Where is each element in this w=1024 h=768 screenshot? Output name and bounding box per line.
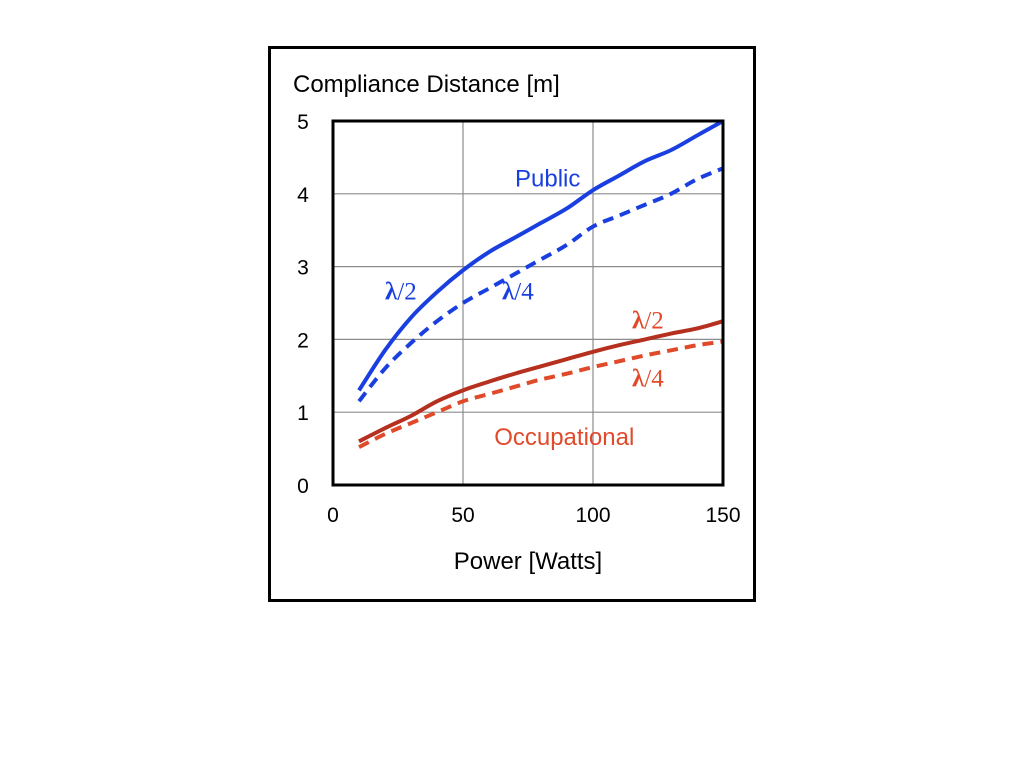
x-tick-label: 100	[575, 504, 610, 527]
y-tick-label: 2	[297, 329, 309, 352]
x-tick-label: 50	[451, 504, 474, 527]
y-axis-label: Compliance Distance [m]	[293, 71, 560, 98]
tick-labels: 0 50 100 150 0 1 2 3 4 5	[297, 111, 740, 527]
chart-frame	[268, 46, 756, 602]
annotation-label: λ/2	[632, 307, 664, 334]
y-tick-label: 4	[297, 184, 309, 207]
annotation-label: Occupational	[494, 424, 634, 451]
plot-area-border	[331, 119, 725, 487]
x-tick-label: 150	[705, 504, 740, 527]
annotation-label: λ/2	[385, 278, 417, 305]
x-axis-label: Power [Watts]	[454, 548, 602, 575]
series-lines	[357, 119, 724, 449]
y-tick-label: 3	[297, 257, 309, 280]
y-tick-label: 5	[297, 111, 309, 134]
series-line-occupational-half-wave	[358, 319, 724, 444]
y-tick-label: 0	[297, 475, 309, 498]
annotation-label: λ/4	[632, 366, 664, 393]
annotation-label: Public	[515, 166, 580, 193]
annotation-label: λ/4	[502, 278, 534, 305]
annotations: Public λ/2 λ/4 λ/2 λ/4 Occupational	[385, 166, 664, 451]
x-tick-label: 0	[327, 504, 339, 527]
series-line-public-half-wave	[357, 119, 724, 392]
y-tick-label: 1	[297, 402, 309, 425]
